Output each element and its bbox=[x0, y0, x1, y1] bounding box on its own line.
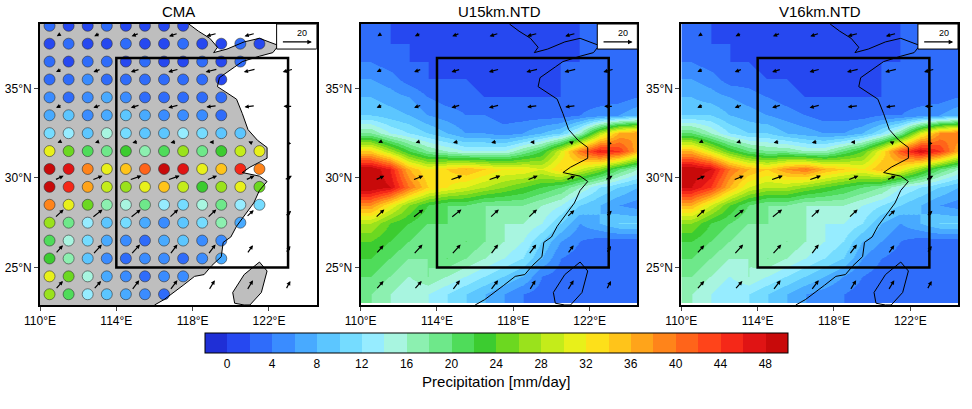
svg-text:35°N: 35°N bbox=[325, 82, 352, 96]
svg-text:114°E: 114°E bbox=[421, 314, 453, 328]
svg-text:110°E: 110°E bbox=[345, 314, 377, 328]
svg-text:48: 48 bbox=[759, 357, 773, 371]
svg-text:40: 40 bbox=[669, 357, 683, 371]
svg-text:0: 0 bbox=[224, 357, 231, 371]
svg-text:36: 36 bbox=[624, 357, 638, 371]
svg-text:35°N: 35°N bbox=[646, 82, 673, 96]
svg-text:24: 24 bbox=[490, 357, 504, 371]
svg-text:25°N: 25°N bbox=[646, 261, 673, 275]
svg-text:20: 20 bbox=[445, 357, 459, 371]
svg-text:44: 44 bbox=[714, 357, 728, 371]
svg-text:118°E: 118°E bbox=[177, 314, 209, 328]
svg-text:V16km.NTD: V16km.NTD bbox=[779, 3, 861, 20]
svg-text:110°E: 110°E bbox=[665, 314, 697, 328]
svg-text:118°E: 118°E bbox=[497, 314, 529, 328]
svg-text:35°N: 35°N bbox=[5, 82, 32, 96]
svg-text:30°N: 30°N bbox=[5, 171, 32, 185]
svg-text:122°E: 122°E bbox=[253, 314, 286, 328]
svg-text:20: 20 bbox=[297, 28, 307, 38]
svg-text:122°E: 122°E bbox=[894, 314, 927, 328]
svg-text:20: 20 bbox=[939, 28, 949, 38]
svg-text:16: 16 bbox=[400, 357, 414, 371]
svg-text:30°N: 30°N bbox=[646, 171, 673, 185]
svg-text:122°E: 122°E bbox=[573, 314, 606, 328]
svg-text:118°E: 118°E bbox=[818, 314, 850, 328]
svg-text:110°E: 110°E bbox=[24, 314, 56, 328]
svg-text:25°N: 25°N bbox=[5, 261, 32, 275]
svg-text:32: 32 bbox=[579, 357, 593, 371]
svg-text:U15km.NTD: U15km.NTD bbox=[458, 3, 541, 20]
svg-text:Precipitation [mm/day]: Precipitation [mm/day] bbox=[422, 373, 570, 390]
svg-text:25°N: 25°N bbox=[325, 261, 352, 275]
svg-text:114°E: 114°E bbox=[100, 314, 132, 328]
svg-text:CMA: CMA bbox=[162, 3, 195, 20]
svg-text:114°E: 114°E bbox=[742, 314, 774, 328]
svg-text:30°N: 30°N bbox=[325, 171, 352, 185]
svg-text:28: 28 bbox=[534, 357, 548, 371]
svg-text:8: 8 bbox=[314, 357, 321, 371]
svg-text:12: 12 bbox=[355, 357, 369, 371]
svg-text:20: 20 bbox=[618, 28, 628, 38]
svg-text:4: 4 bbox=[269, 357, 276, 371]
